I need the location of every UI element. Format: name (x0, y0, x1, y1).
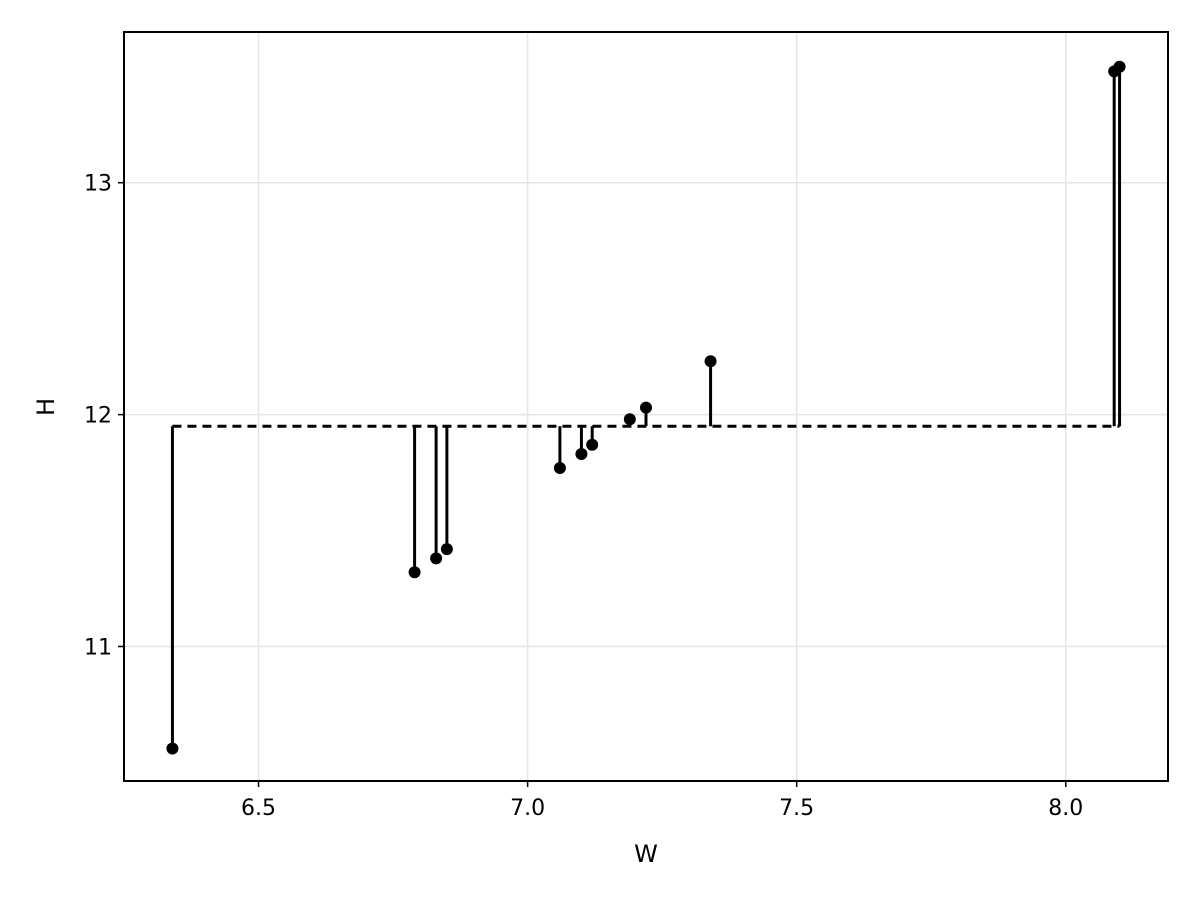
data-point (166, 742, 179, 755)
y-tick-label: 11 (84, 636, 112, 661)
markers (166, 60, 1126, 755)
data-point (623, 413, 636, 426)
plot-frame (123, 31, 1169, 782)
y-tick-label: 12 (84, 404, 112, 429)
x-tick-label: 8.0 (1048, 796, 1083, 821)
y-axis-label: H (32, 398, 60, 416)
x-tick-label: 7.0 (510, 796, 545, 821)
data-point (575, 448, 588, 461)
data-point (430, 552, 443, 565)
data-point (553, 461, 566, 474)
y-tick-label: 13 (84, 172, 112, 197)
x-tick-label: 7.5 (779, 796, 814, 821)
data-point (704, 355, 717, 368)
data-point (1113, 60, 1126, 73)
x-tick-label: 6.5 (241, 796, 276, 821)
data-point (586, 438, 599, 451)
x-axis-label: W (634, 840, 658, 868)
data-point (440, 543, 453, 556)
ticks: 6.5 7.0 7.5 8.0 11 12 13 (84, 172, 1083, 821)
data-point (408, 566, 421, 579)
data-point (640, 401, 652, 414)
